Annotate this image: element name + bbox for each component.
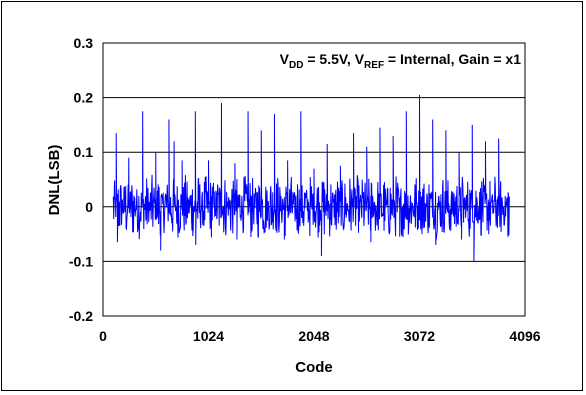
dnl-chart: -0.2 -0.1 0 0.1 0.2 0.3 0 1024 2048 3072 4096 Cod… <box>46 35 541 376</box>
y-tick-label: 0 <box>85 199 93 215</box>
condition-annotation: VDD = 5.5V, VREF = Internal, Gain = x1 <box>280 51 522 71</box>
annotation-text: = 5.5V, V <box>303 51 364 67</box>
y-tick-label: -0.1 <box>69 253 93 269</box>
annotation-subscript: DD <box>289 60 303 71</box>
y-tick-labels: -0.2 -0.1 0 0.1 0.2 0.3 <box>69 35 93 324</box>
y-tick-label: 0.2 <box>74 90 94 106</box>
x-tick-label: 2048 <box>298 328 329 344</box>
y-axis-title: DNL(LSB) <box>46 145 63 216</box>
dnl-series-line <box>112 94 511 262</box>
series-group <box>112 94 511 262</box>
x-tick-label: 0 <box>99 328 107 344</box>
y-tick-label: -0.2 <box>69 308 93 324</box>
x-tick-labels: 0 1024 2048 3072 4096 <box>99 328 541 344</box>
x-axis-title: Code <box>295 359 333 376</box>
y-tick-label: 0.3 <box>74 35 94 51</box>
annotation-subscript: REF <box>364 60 384 71</box>
x-tick-label: 3072 <box>404 328 435 344</box>
x-tick-label: 1024 <box>193 328 224 344</box>
y-tick-label: 0.1 <box>74 144 94 160</box>
plot-border <box>102 42 526 317</box>
annotation-text: V <box>280 51 290 67</box>
x-tick-label: 4096 <box>509 328 540 344</box>
annotation-text: = Internal, Gain = x1 <box>384 51 521 67</box>
